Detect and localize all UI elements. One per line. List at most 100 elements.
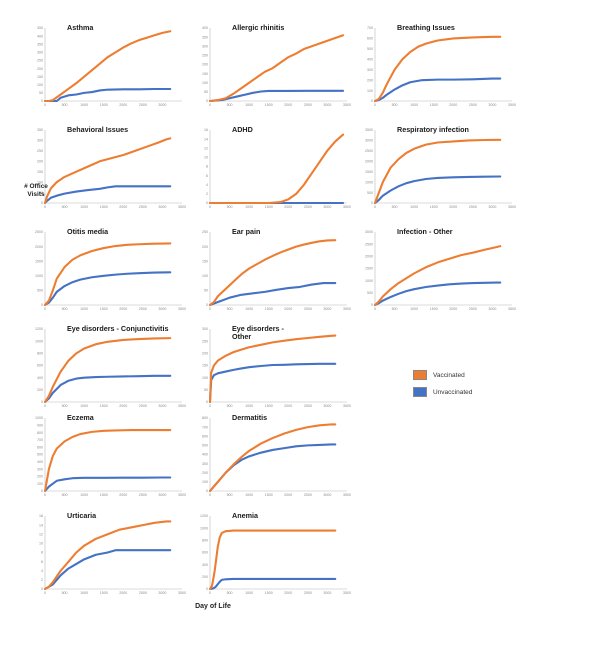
panel-title: Asthma <box>67 23 94 32</box>
series-line-unvaccinated <box>43 271 172 307</box>
y-tick-label: 8 <box>206 165 208 169</box>
y-tick-label: 0 <box>371 201 373 205</box>
y-tick-label: 800 <box>37 431 43 435</box>
x-tick-label: 3500 <box>508 307 516 311</box>
panel-title: Eczema <box>67 413 95 422</box>
x-axis-label: Day of Life <box>195 603 231 610</box>
y-tick-label: 2500 <box>365 149 373 153</box>
y-tick-label: 400 <box>37 460 43 464</box>
series-line-vaccinated <box>373 245 502 307</box>
y-tick-label: 2 <box>206 192 208 196</box>
panel-urticaria: 0 2 4 6 8 10 12 14 16 0 500 1000 1500 2000 2500 3000 350… <box>39 511 186 595</box>
y-tick-label: 3500 <box>365 128 373 132</box>
panel-asthma: 0 50 100 150 200 250 300 350 400 450 0 500 1000 1500 2… <box>37 23 182 107</box>
y-tick-label: 1000 <box>200 526 208 530</box>
x-tick-label: 500 <box>62 591 68 595</box>
x-tick-label: 2500 <box>139 493 147 497</box>
x-tick-label: 3500 <box>343 591 351 595</box>
x-tick-label: 3500 <box>343 307 351 311</box>
x-tick-label: 2000 <box>119 591 127 595</box>
y-tick-label: 50 <box>39 91 43 95</box>
y-tick-label: 600 <box>367 37 373 41</box>
y-tick-label: 600 <box>37 445 43 449</box>
x-tick-label: 0 <box>44 307 46 311</box>
y-tick-label: 0 <box>206 201 208 205</box>
y-tick-label: 400 <box>202 26 208 30</box>
y-tick-label: 100 <box>37 83 43 87</box>
x-tick-label: 3000 <box>158 205 166 209</box>
series-line-vaccinated <box>208 239 337 307</box>
y-tick-label: 700 <box>37 438 43 442</box>
y-tick-label: 14 <box>204 137 208 141</box>
legend-label-vaccinated: Vaccinated <box>433 371 465 379</box>
y-tick-label: 14 <box>39 523 43 527</box>
x-tick-label: 3500 <box>178 493 186 497</box>
y-tick-label: 2 <box>41 578 43 582</box>
series-line-vaccinated <box>43 137 172 205</box>
series-line-unvaccinated <box>373 175 502 205</box>
x-tick-label: 0 <box>209 493 211 497</box>
x-tick-label: 3500 <box>508 205 516 209</box>
series-line-vaccinated <box>373 35 502 103</box>
x-tick-label: 1500 <box>265 307 273 311</box>
x-tick-label: 3000 <box>488 307 496 311</box>
x-tick-label: 3500 <box>178 205 186 209</box>
y-tick-label: 1000 <box>365 180 373 184</box>
series-line-vaccinated <box>43 520 172 591</box>
y-tick-label: 0 <box>41 303 43 307</box>
x-tick-label: 0 <box>44 205 46 209</box>
x-tick-label: 2500 <box>469 307 477 311</box>
y-tick-label: 300 <box>367 68 373 72</box>
x-tick-label: 1500 <box>265 404 273 408</box>
y-tick-label: 0 <box>371 99 373 103</box>
y-tick-label: 12 <box>204 146 208 150</box>
x-tick-label: 3000 <box>488 205 496 209</box>
x-tick-label: 3500 <box>343 103 351 107</box>
panel-title: Breathing Issues <box>397 23 455 32</box>
y-tick-label: 150 <box>37 170 43 174</box>
x-tick-label: 1000 <box>410 205 418 209</box>
y-tick-label: 150 <box>202 259 208 263</box>
x-tick-label: 1000 <box>80 307 88 311</box>
y-tick-label: 300 <box>202 462 208 466</box>
y-tick-label: 300 <box>37 467 43 471</box>
x-tick-label: 2000 <box>284 591 292 595</box>
x-tick-label: 500 <box>227 103 233 107</box>
y-tick-label: 1000 <box>35 339 43 343</box>
x-tick-label: 0 <box>374 205 376 209</box>
x-tick-label: 2500 <box>139 103 147 107</box>
x-tick-label: 1000 <box>80 205 88 209</box>
y-tick-label: 500 <box>367 47 373 51</box>
x-tick-label: 3500 <box>343 404 351 408</box>
y-tick-label: 350 <box>37 42 43 46</box>
x-tick-label: 500 <box>227 404 233 408</box>
x-tick-label: 2500 <box>469 103 477 107</box>
y-tick-label: 3000 <box>365 230 373 234</box>
x-tick-label: 500 <box>227 307 233 311</box>
panel-title: Eye disorders - Conjunctivitis <box>67 324 168 333</box>
x-tick-label: 2500 <box>139 404 147 408</box>
x-tick-label: 2000 <box>284 404 292 408</box>
x-tick-label: 3000 <box>158 591 166 595</box>
y-tick-label: 0 <box>206 400 208 404</box>
y-tick-label: 2000 <box>365 159 373 163</box>
y-tick-label: 100 <box>202 376 208 380</box>
y-tick-label: 0 <box>41 400 43 404</box>
y-tick-label: 0 <box>371 303 373 307</box>
y-tick-label: 400 <box>202 563 208 567</box>
series-line-vaccinated <box>208 34 345 103</box>
x-tick-label: 2000 <box>284 103 292 107</box>
y-tick-label: 0 <box>206 587 208 591</box>
series-line-vaccinated <box>208 334 337 404</box>
y-tick-label: 100 <box>37 482 43 486</box>
y-tick-label: 100 <box>202 274 208 278</box>
y-tick-label: 8 <box>41 551 43 555</box>
y-tick-label: 0 <box>41 489 43 493</box>
y-tick-label: 0 <box>41 99 43 103</box>
x-tick-label: 1000 <box>245 307 253 311</box>
y-tick-label: 400 <box>202 453 208 457</box>
x-tick-label: 1500 <box>100 307 108 311</box>
x-tick-label: 3500 <box>178 591 186 595</box>
panel-infection-other: 0 500 1000 1500 2000 2500 3000 0 500 1000 1500 2000… <box>365 227 516 311</box>
